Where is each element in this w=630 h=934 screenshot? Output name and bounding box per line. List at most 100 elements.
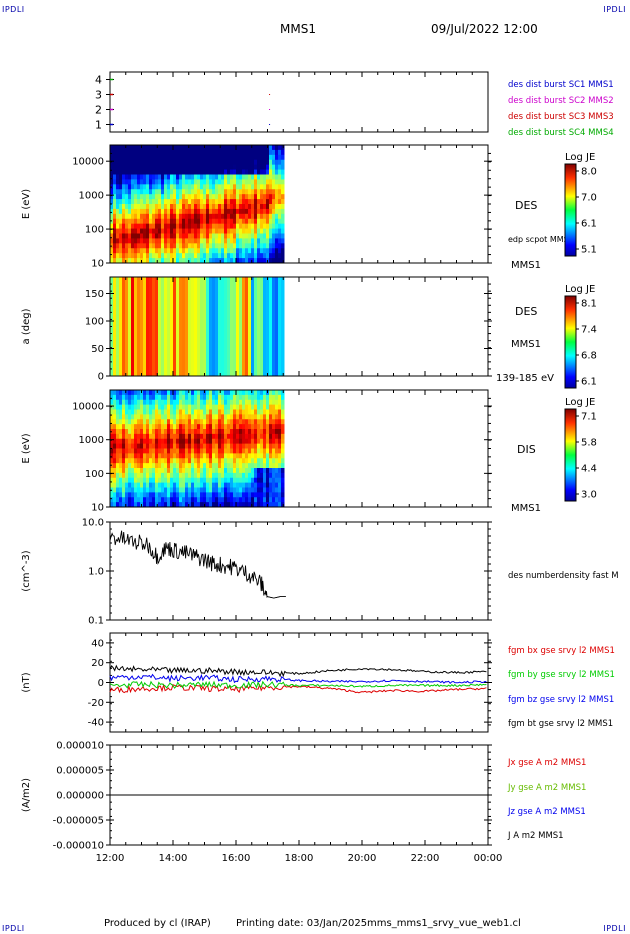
spectrogram-cell (203, 463, 207, 469)
spectrogram-cell (227, 277, 231, 377)
spectrogram-cell (131, 424, 135, 430)
spectrogram-cell (152, 394, 156, 401)
spectrogram-cell (248, 204, 252, 210)
spectrogram-cell (221, 184, 225, 190)
spectrogram-cell (188, 502, 192, 508)
spectrogram-cell (122, 169, 126, 175)
spectrogram-cell (203, 399, 207, 406)
spectrogram-cell (200, 199, 204, 205)
spectrogram-cell (128, 429, 132, 435)
spectrogram-cell (233, 258, 237, 264)
spectrogram-cell (260, 443, 264, 449)
spectrogram-cell (266, 194, 270, 200)
spectrogram-cell (182, 218, 186, 225)
spectrogram-cell (224, 145, 228, 151)
spectrogram-cell (266, 174, 270, 180)
spectrogram-cell (194, 419, 198, 425)
spectrogram-cell (245, 472, 249, 479)
spectrogram-cell (182, 253, 186, 259)
spectrogram-cell (263, 492, 267, 498)
spectrogram-cell (221, 453, 225, 459)
spectrogram-cell (161, 424, 165, 430)
spectrogram-cell (230, 463, 234, 469)
spectrogram-cell (149, 208, 153, 215)
spectrogram-cell (203, 223, 207, 230)
spectrogram-cell (281, 487, 285, 493)
spectrogram-cell (119, 433, 123, 440)
y-tick-label: -20 (88, 698, 104, 709)
spectrogram-cell (278, 477, 282, 484)
spectrogram-cell (167, 174, 171, 180)
spectrogram-cell (281, 419, 285, 425)
spectrogram-cell (167, 258, 171, 264)
spectrogram-cell (278, 189, 282, 195)
spectrogram-cell (269, 233, 273, 239)
spectrogram-cell (278, 492, 282, 498)
spectrogram-cell (236, 179, 240, 185)
spectrogram-cell (203, 414, 207, 420)
y-tick-label: 10 (91, 259, 104, 270)
spectrogram-cell (134, 233, 138, 239)
spectrogram-cell (164, 233, 168, 239)
spectrogram-cell (137, 477, 141, 484)
spectrogram-cell (131, 233, 135, 239)
spectrogram-cell (257, 463, 261, 469)
spectrogram-cell (209, 390, 213, 396)
spectrogram-cell (239, 164, 243, 171)
spectrogram-cell (191, 204, 195, 210)
spectrogram-cell (203, 159, 207, 166)
spectrogram-cell (131, 149, 135, 156)
spectrogram-cell (239, 458, 243, 464)
spectrogram-cell (116, 145, 120, 151)
spectrogram-cell (248, 277, 252, 377)
spectrogram-cell (206, 463, 210, 469)
spectrogram-cell (119, 248, 123, 254)
spectrogram-cell (254, 448, 258, 454)
spectrogram-cell (233, 243, 237, 249)
spectrogram-cell (128, 404, 132, 410)
spectrogram-cell (158, 179, 162, 185)
spectrogram-cell (185, 394, 189, 401)
spectrogram-cell (272, 218, 276, 225)
spectrogram-cell (134, 213, 138, 220)
spectrogram-cell (119, 243, 123, 249)
spectrogram-cell (110, 159, 114, 166)
spectrogram-cell (212, 253, 216, 259)
spectrogram-cell (260, 497, 264, 503)
spectrogram-cell (125, 404, 129, 410)
spectrogram-cell (242, 233, 246, 239)
spectrogram-cell (149, 463, 153, 469)
spectrogram-cell (173, 399, 177, 406)
spectrogram-cell (227, 233, 231, 239)
spectrogram-cell (140, 482, 144, 488)
spectrogram-cell (119, 468, 123, 474)
spectrogram-cell (116, 394, 120, 401)
spectrogram-cell (218, 492, 222, 498)
spectrogram-cell (236, 159, 240, 166)
spectrogram-cell (209, 394, 213, 401)
y-axis-label-2: a (deg) (21, 308, 32, 344)
spectrogram-cell (140, 169, 144, 175)
spectrogram-cell (230, 243, 234, 249)
spectrogram-cell (122, 189, 126, 195)
spectrogram-cell (119, 184, 123, 190)
spectrogram-cell (197, 149, 201, 156)
spectrogram-cell (125, 429, 129, 435)
spectrogram-cell (161, 208, 165, 215)
overlay-label: edp scpot MMS1 (508, 235, 574, 244)
spectrogram-cell (179, 390, 183, 396)
spectrogram-cell (218, 458, 222, 464)
spectrogram-cell (236, 199, 240, 205)
spectrogram-cell (176, 199, 180, 205)
spectrogram-cell (173, 458, 177, 464)
spectrogram-cell (128, 394, 132, 401)
spectrogram-cell (281, 463, 285, 469)
spectrogram-cell (149, 477, 153, 484)
spectrogram-cell (260, 482, 264, 488)
spectrogram-cell (158, 448, 162, 454)
spectrogram-cell (218, 438, 222, 445)
spectrogram-cell (167, 502, 171, 508)
spectrogram-cell (116, 468, 120, 474)
spectrogram-cell (227, 414, 231, 420)
spectrogram-cell (242, 194, 246, 200)
